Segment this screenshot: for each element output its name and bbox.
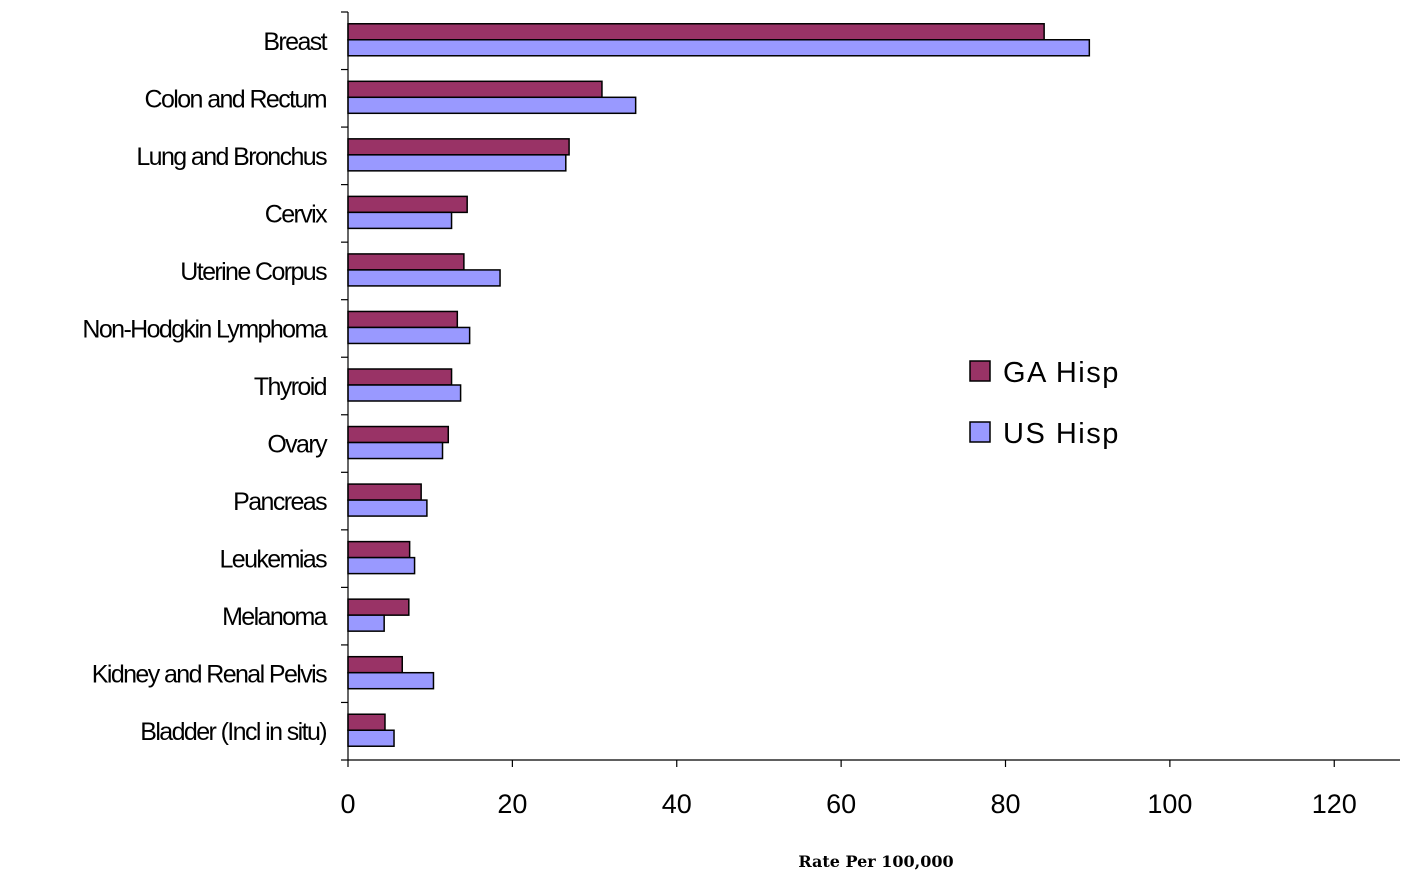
category-labels: Breast Colon and Rectum Lung and Bronchus C… [82,28,329,746]
category-label: Uterine Corpus [180,258,327,286]
legend[interactable]: GA Hisp US Hisp [969,357,1120,450]
x-tick-label: 80 [990,789,1020,819]
bar-ga-hisp-cervix [347,195,468,214]
legend-label-us-hisp: US Hisp [1003,418,1120,450]
bar-us-hisp-uterine-corpus [347,269,501,287]
bar-us-hisp-non-hodgkin-lymphoma [347,326,471,345]
legend-label-ga-hisp: GA Hisp [1003,357,1120,389]
bar-ga-hisp-colon-and-rectum [347,80,603,99]
category-label: Cervix [265,200,328,228]
bar-us-hisp-lung-and-bronchus [347,154,567,172]
category-label: Pancreas [233,488,327,516]
x-tick-labels: 0 20 40 60 80 100 120 [340,789,1356,819]
bar-us-hisp-colon-and-rectum [347,96,637,115]
x-tick-label: 60 [826,789,856,819]
category-label: Leukemias [220,546,328,574]
bar-ga-hisp-pancreas [347,483,422,501]
category-label: Thyroid [254,373,327,401]
bar-us-hisp-ovary [347,441,444,460]
category-label: Ovary [267,431,328,459]
legend-swatch-us-hisp [969,421,991,443]
x-tick-label: 20 [497,789,527,819]
category-label: Kidney and Renal Pelvis [92,661,327,689]
bar-ga-hisp-lung-and-bronchus [347,138,570,156]
x-tick-label: 40 [662,789,692,819]
bar-ga-hisp-melanoma [347,598,410,616]
bar-group [347,23,1091,747]
x-tick-label: 100 [1147,789,1192,819]
category-label: Bladder (Incl in situ) [140,718,326,746]
bar-ga-hisp-breast [347,23,1045,41]
bar-us-hisp-breast [347,39,1091,57]
x-tick-label: 0 [340,789,355,819]
legend-swatch-ga-hisp [969,360,991,382]
bar-us-hisp-kidney-and-renal-pelvis [347,671,435,690]
bar-ga-hisp-thyroid [347,368,453,386]
category-label: Colon and Rectum [145,85,327,113]
axes [341,11,1400,767]
bar-ga-hisp-uterine-corpus [347,253,465,271]
bar-us-hisp-bladder-incl-in-situ [347,729,395,747]
bar-ga-hisp-non-hodgkin-lymphoma [347,310,459,329]
category-label: Breast [263,28,327,56]
x-axis-title: Rate Per 100,000 [798,852,953,871]
bar-ga-hisp-leukemias [347,540,411,559]
x-tick-label: 120 [1312,789,1357,819]
category-label: Lung and Bronchus [136,143,327,171]
category-label: Melanoma [222,603,328,631]
bar-us-hisp-pancreas [347,499,428,517]
bar-us-hisp-leukemias [347,556,416,575]
bar-ga-hisp-kidney-and-renal-pelvis [347,655,403,674]
bar-us-hisp-thyroid [347,384,462,402]
bar-us-hisp-melanoma [347,614,385,632]
bar-us-hisp-cervix [347,211,453,230]
category-label: Non-Hodgkin Lymphoma [82,315,327,343]
bar-ga-hisp-ovary [347,425,450,444]
bar-ga-hisp-bladder-incl-in-situ [347,713,386,731]
